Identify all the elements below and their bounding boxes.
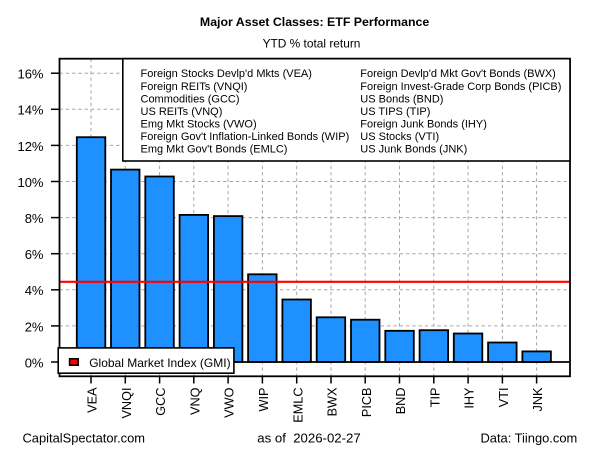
- svg-text:YTD % total return: YTD % total return: [263, 37, 361, 51]
- svg-text:PICB: PICB: [360, 388, 374, 418]
- svg-text:US REITs (VNQ): US REITs (VNQ): [141, 106, 223, 118]
- svg-text:US Bonds (BND): US Bonds (BND): [360, 93, 443, 105]
- svg-text:VEA: VEA: [86, 387, 100, 413]
- svg-text:0%: 0%: [25, 355, 44, 370]
- svg-text:10%: 10%: [17, 175, 43, 190]
- svg-text:Major Asset Classes: ETF Perfo: Major Asset Classes: ETF Performance: [200, 15, 429, 29]
- svg-text:VNQI: VNQI: [120, 388, 134, 419]
- svg-text:Global Market Index (GMI): Global Market Index (GMI): [89, 356, 230, 370]
- svg-text:JNK: JNK: [531, 387, 545, 412]
- svg-text:WIP: WIP: [257, 388, 271, 412]
- svg-text:Foreign Invest-Grade Corp Bond: Foreign Invest-Grade Corp Bonds (PICB): [360, 81, 561, 93]
- svg-text:CapitalSpectator.com: CapitalSpectator.com: [23, 431, 146, 446]
- svg-text:BWX: BWX: [326, 387, 340, 416]
- svg-text:as of 2026-02-27: as of 2026-02-27: [257, 431, 360, 446]
- svg-text:VWO: VWO: [223, 387, 237, 417]
- svg-text:US Stocks (VTI): US Stocks (VTI): [360, 131, 439, 143]
- svg-text:Foreign Stocks Devlp'd Mkts (V: Foreign Stocks Devlp'd Mkts (VEA): [141, 68, 312, 80]
- svg-text:8%: 8%: [25, 211, 44, 226]
- svg-text:14%: 14%: [17, 103, 43, 118]
- svg-text:Emg Mkt Stocks (VWO): Emg Mkt Stocks (VWO): [141, 118, 257, 130]
- svg-text:4%: 4%: [25, 283, 44, 298]
- svg-text:Foreign Devlp'd Mkt Gov't Bond: Foreign Devlp'd Mkt Gov't Bonds (BWX): [360, 68, 556, 80]
- svg-text:2%: 2%: [25, 319, 44, 334]
- svg-text:TIP: TIP: [428, 388, 442, 408]
- svg-text:Commodities (GCC): Commodities (GCC): [141, 93, 240, 105]
- svg-text:US TIPS (TIP): US TIPS (TIP): [360, 106, 430, 118]
- svg-text:Emg Mkt Gov't Bonds (EMLC): Emg Mkt Gov't Bonds (EMLC): [141, 144, 288, 156]
- svg-text:Data: Tiingo.com: Data: Tiingo.com: [481, 431, 578, 446]
- svg-text:12%: 12%: [17, 139, 43, 154]
- svg-text:6%: 6%: [25, 247, 44, 262]
- svg-text:VTI: VTI: [497, 388, 511, 408]
- svg-text:IHY: IHY: [463, 387, 477, 409]
- svg-text:US Junk Bonds (JNK): US Junk Bonds (JNK): [360, 144, 467, 156]
- svg-text:Foreign Gov't Inflation-Linked: Foreign Gov't Inflation-Linked Bonds (WI…: [141, 131, 350, 143]
- svg-text:Foreign REITs (VNQI): Foreign REITs (VNQI): [141, 81, 248, 93]
- svg-text:Foreign Junk Bonds (IHY): Foreign Junk Bonds (IHY): [360, 118, 487, 130]
- svg-text:GCC: GCC: [154, 388, 168, 416]
- svg-text:BND: BND: [394, 388, 408, 415]
- svg-text:16%: 16%: [17, 67, 43, 82]
- svg-text:EMLC: EMLC: [291, 388, 305, 423]
- svg-text:VNQ: VNQ: [188, 387, 202, 415]
